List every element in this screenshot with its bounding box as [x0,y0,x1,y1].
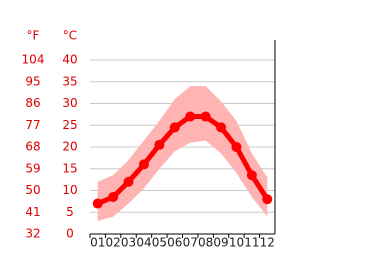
y-tick-label: 20 [62,140,77,154]
range-band [97,86,268,221]
marker [169,122,180,133]
y-tick-label: 35 [62,74,77,88]
y-tick-label: 10 [62,183,77,197]
marker [216,122,227,133]
y-tick-label: 40 [62,53,77,67]
x-tick-label: 03 [121,236,136,250]
x-tick-label: 09 [213,236,228,250]
marker [92,198,103,209]
x-tick-label: 08 [198,236,213,250]
marker [154,139,165,150]
y2-tick-label: 86 [25,96,40,110]
marker [246,170,257,181]
y2-tick-label: 50 [25,183,40,197]
marker [123,176,134,187]
y2-tick-label: 104 [22,53,45,67]
c-unit-label: °C [63,29,77,43]
y2-tick-label: 59 [25,161,40,175]
y-tick-label: 30 [62,96,77,110]
x-tick-label: 04 [136,236,151,250]
y-tick-label: 15 [62,161,77,175]
x-tick-label: 01 [90,236,105,250]
y-tick-label: 0 [66,227,74,241]
y2-tick-label: 95 [25,74,40,88]
marker [200,111,211,122]
x-tick-label: 12 [260,236,275,250]
y-tick-label: 25 [62,118,77,132]
x-tick-label: 06 [167,236,182,250]
y2-tick-label: 68 [25,140,40,154]
x-tick-label: 02 [105,236,120,250]
marker [262,194,273,205]
y2-tick-label: 77 [25,118,40,132]
x-tick-label: 11 [244,236,259,250]
y2-tick-label: 41 [25,205,40,219]
y2-tick-label: 32 [25,227,40,241]
marker [185,111,196,122]
x-tick-label: 07 [183,236,198,250]
marker [108,192,119,203]
marker [138,159,149,170]
x-tick-label: 05 [152,236,167,250]
marker [231,142,242,152]
f-unit-label: °F [27,29,40,43]
x-tick-label: 10 [229,236,244,250]
y-tick-label: 5 [66,205,74,219]
